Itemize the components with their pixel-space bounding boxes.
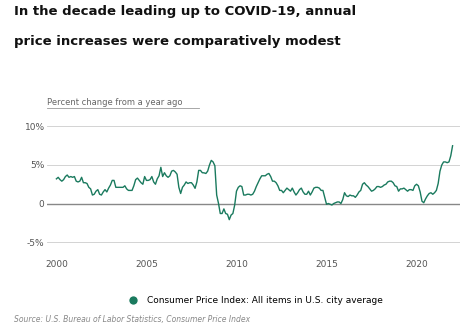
Legend: Consumer Price Index: All items in U.S. city average: Consumer Price Index: All items in U.S. … (121, 292, 386, 309)
Text: In the decade leading up to COVID-19, annual: In the decade leading up to COVID-19, an… (14, 5, 356, 18)
Text: Percent change from a year ago: Percent change from a year ago (47, 98, 183, 107)
Text: price increases were comparatively modest: price increases were comparatively modes… (14, 35, 341, 48)
Text: Source: U.S. Bureau of Labor Statistics, Consumer Price Index: Source: U.S. Bureau of Labor Statistics,… (14, 315, 250, 324)
